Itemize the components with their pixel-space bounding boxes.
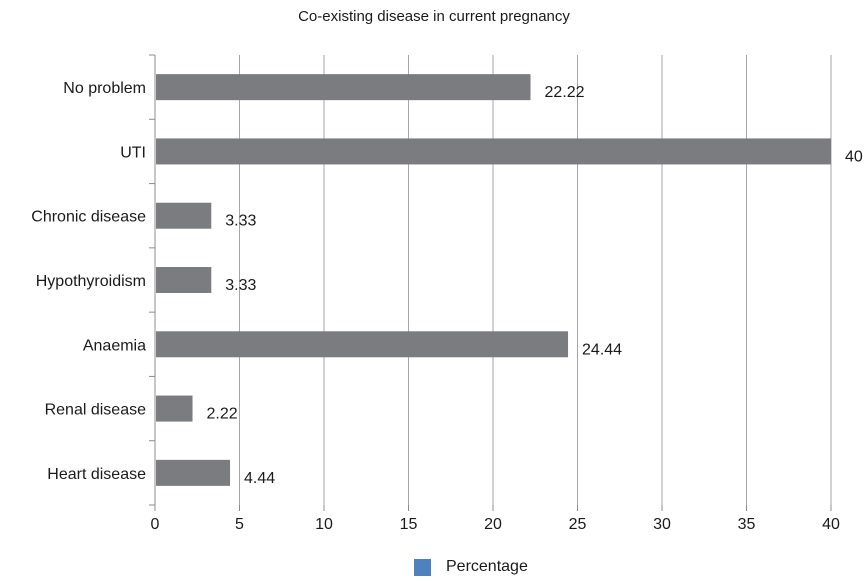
axes	[149, 54, 832, 511]
data-label: 3.33	[225, 277, 256, 294]
category-label: Hypothyroidism	[36, 273, 146, 290]
bar	[156, 202, 212, 229]
x-tick-label: 0	[151, 516, 160, 533]
labels: 0 5 10 15 20 25 30 35 40 No problem 22.22 UTI 40 Chro…	[31, 80, 863, 533]
legend-swatch	[414, 558, 431, 576]
category-label: Anaemia	[83, 337, 146, 354]
legend-label: Percentage	[446, 558, 528, 575]
gridlines	[239, 55, 832, 505]
category-label: UTI	[120, 144, 146, 161]
data-label: 3.33	[225, 213, 256, 230]
data-label: 24.44	[582, 341, 622, 358]
category-label: Heart disease	[47, 466, 146, 483]
legend: Percentage	[414, 558, 528, 576]
bar	[156, 459, 231, 486]
category-label: Chronic disease	[31, 209, 146, 226]
data-label: 22.22	[545, 84, 585, 101]
category-label: No problem	[63, 80, 146, 97]
data-label: 40	[845, 148, 863, 165]
data-label: 2.22	[207, 406, 238, 423]
x-tick-label: 35	[738, 516, 756, 533]
bars	[156, 74, 831, 486]
bar	[156, 74, 531, 101]
data-label: 4.44	[244, 470, 275, 487]
x-tick-label: 15	[400, 516, 418, 533]
chart-title: Co-existing disease in current pregnancy	[298, 8, 570, 25]
x-tick-label: 30	[653, 516, 671, 533]
bar	[156, 395, 193, 422]
x-tick-label: 5	[235, 516, 244, 533]
category-label: Renal disease	[45, 402, 147, 419]
x-tick-label: 10	[315, 516, 333, 533]
bar	[156, 267, 212, 293]
x-tick-label: 25	[569, 516, 587, 533]
bar	[156, 331, 569, 358]
x-tick-label: 40	[822, 516, 840, 533]
x-tick-label: 20	[484, 516, 502, 533]
bar	[156, 138, 831, 165]
